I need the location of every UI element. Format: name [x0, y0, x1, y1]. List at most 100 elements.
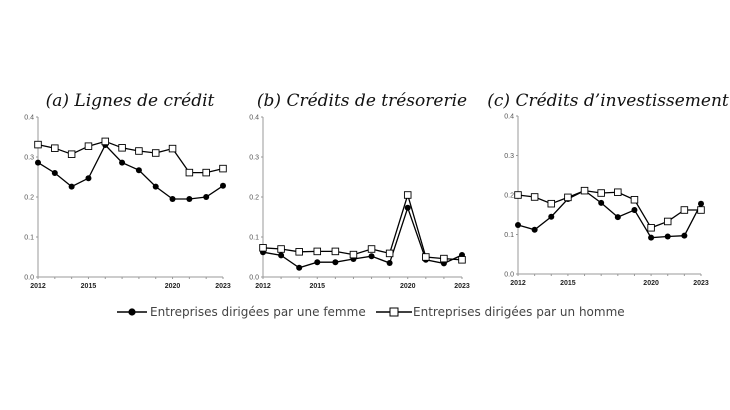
- data-point-female: [531, 226, 538, 233]
- data-point-male: [403, 191, 412, 199]
- data-point-male: [331, 247, 340, 256]
- series-male: [259, 191, 466, 264]
- series-female: [260, 204, 465, 271]
- series-female: [35, 142, 226, 202]
- data-point-female: [664, 233, 671, 240]
- data-point-female: [203, 194, 210, 200]
- y-tick-label: 0.3: [24, 155, 34, 162]
- series-line: [262, 205, 463, 269]
- x-tick-label: 2012: [255, 283, 271, 290]
- data-point-female: [51, 170, 58, 176]
- data-point-male: [101, 137, 110, 146]
- series-line: [37, 140, 224, 174]
- y-tick-label: 0.0: [24, 275, 34, 282]
- data-point-female: [404, 204, 411, 211]
- x-tick-label: 2012: [30, 283, 46, 290]
- data-point-female: [648, 234, 655, 241]
- data-point-female: [314, 259, 321, 266]
- series-female: [515, 187, 704, 241]
- data-point-male: [597, 189, 605, 197]
- x-tick-label: 2020: [643, 280, 659, 287]
- panel-title: (c) Crédits d’investissement: [487, 91, 729, 111]
- data-point-female: [152, 183, 159, 190]
- data-point-male: [530, 193, 539, 201]
- data-point-female: [368, 253, 375, 260]
- data-point-male: [630, 195, 639, 204]
- data-point-female: [548, 213, 555, 220]
- y-tick-label: 0.2: [504, 193, 514, 200]
- legend-label-male: Entreprises dirigées par un homme: [413, 305, 625, 319]
- data-point-male: [385, 249, 394, 258]
- panel-c: (c) Crédits d’investissement 0.0 0.1 0.2 0.3…: [487, 91, 729, 287]
- data-point-female: [85, 175, 92, 182]
- x-tick-label: 2015: [309, 283, 325, 290]
- panel-a: (a) Lignes de crédit 0.0 0.1 0.2 0.3 0.4 2012 2…: [24, 91, 231, 290]
- data-point-male: [697, 206, 705, 214]
- data-point-female: [698, 200, 704, 207]
- x-tick-label: 2023: [215, 283, 231, 290]
- data-point-male: [647, 224, 655, 232]
- data-point-male: [295, 248, 303, 256]
- x-tick-label: 2023: [454, 283, 470, 290]
- data-point-male: [313, 247, 322, 256]
- data-point-male: [367, 245, 376, 253]
- data-point-female: [220, 182, 226, 189]
- data-point-male: [219, 164, 227, 173]
- legend-marker-female: [128, 308, 136, 316]
- data-point-female: [35, 159, 41, 166]
- panel-title: (a) Lignes de crédit: [46, 91, 215, 111]
- data-point-female: [332, 259, 339, 266]
- data-point-male: [151, 149, 160, 157]
- data-point-male: [440, 254, 448, 263]
- legend: Entreprises dirigées par une femme Entre…: [117, 305, 625, 319]
- data-point-female: [119, 159, 126, 166]
- x-tick-label: 2015: [81, 283, 97, 290]
- data-point-male: [67, 150, 76, 158]
- y-tick-label: 0.0: [504, 272, 514, 279]
- y-tick-label: 0.4: [24, 115, 34, 122]
- y-tick-label: 0.4: [504, 114, 514, 121]
- data-point-male: [135, 147, 143, 155]
- data-point-female: [598, 199, 605, 206]
- data-point-male: [51, 144, 59, 152]
- y-tick-label: 0.1: [24, 235, 34, 242]
- data-point-female: [386, 260, 393, 266]
- data-point-female: [296, 264, 303, 271]
- panel-b: (b) Crédits de trésorerie 0.0 0.1 0.2 0.3 0.4…: [249, 91, 470, 290]
- data-point-male: [118, 144, 126, 152]
- data-point-male: [680, 206, 689, 214]
- data-point-male: [547, 199, 556, 208]
- data-point-female: [169, 196, 176, 202]
- data-point-male: [202, 168, 210, 177]
- data-point-male: [564, 193, 572, 202]
- data-point-male: [168, 144, 177, 153]
- x-tick-label: 2015: [560, 280, 576, 287]
- x-tick-label: 2023: [693, 280, 709, 287]
- data-point-male: [259, 244, 267, 252]
- data-point-male: [580, 186, 589, 195]
- y-tick-label: 0.4: [249, 115, 259, 122]
- y-tick-label: 0.2: [24, 195, 34, 202]
- data-point-male: [277, 245, 285, 253]
- data-point-male: [185, 168, 194, 177]
- data-point-female: [631, 207, 638, 214]
- y-tick-label: 0.3: [504, 153, 514, 160]
- data-point-female: [681, 232, 688, 239]
- series-male: [34, 137, 227, 177]
- data-point-male: [349, 250, 358, 259]
- data-point-male: [84, 142, 93, 150]
- data-point-female: [135, 167, 142, 174]
- legend-marker-male: [389, 307, 399, 317]
- data-point-male: [34, 140, 42, 149]
- data-point-female: [515, 222, 521, 229]
- x-tick-label: 2012: [510, 280, 526, 287]
- y-tick-label: 0.0: [249, 275, 259, 282]
- legend-label-female: Entreprises dirigées par une femme: [150, 305, 366, 319]
- series-line: [517, 189, 702, 239]
- x-tick-label: 2020: [165, 283, 181, 290]
- data-point-female: [278, 252, 285, 259]
- panel-title: (b) Crédits de trésorerie: [257, 91, 467, 111]
- series-line: [262, 192, 463, 261]
- y-tick-label: 0.3: [249, 155, 259, 162]
